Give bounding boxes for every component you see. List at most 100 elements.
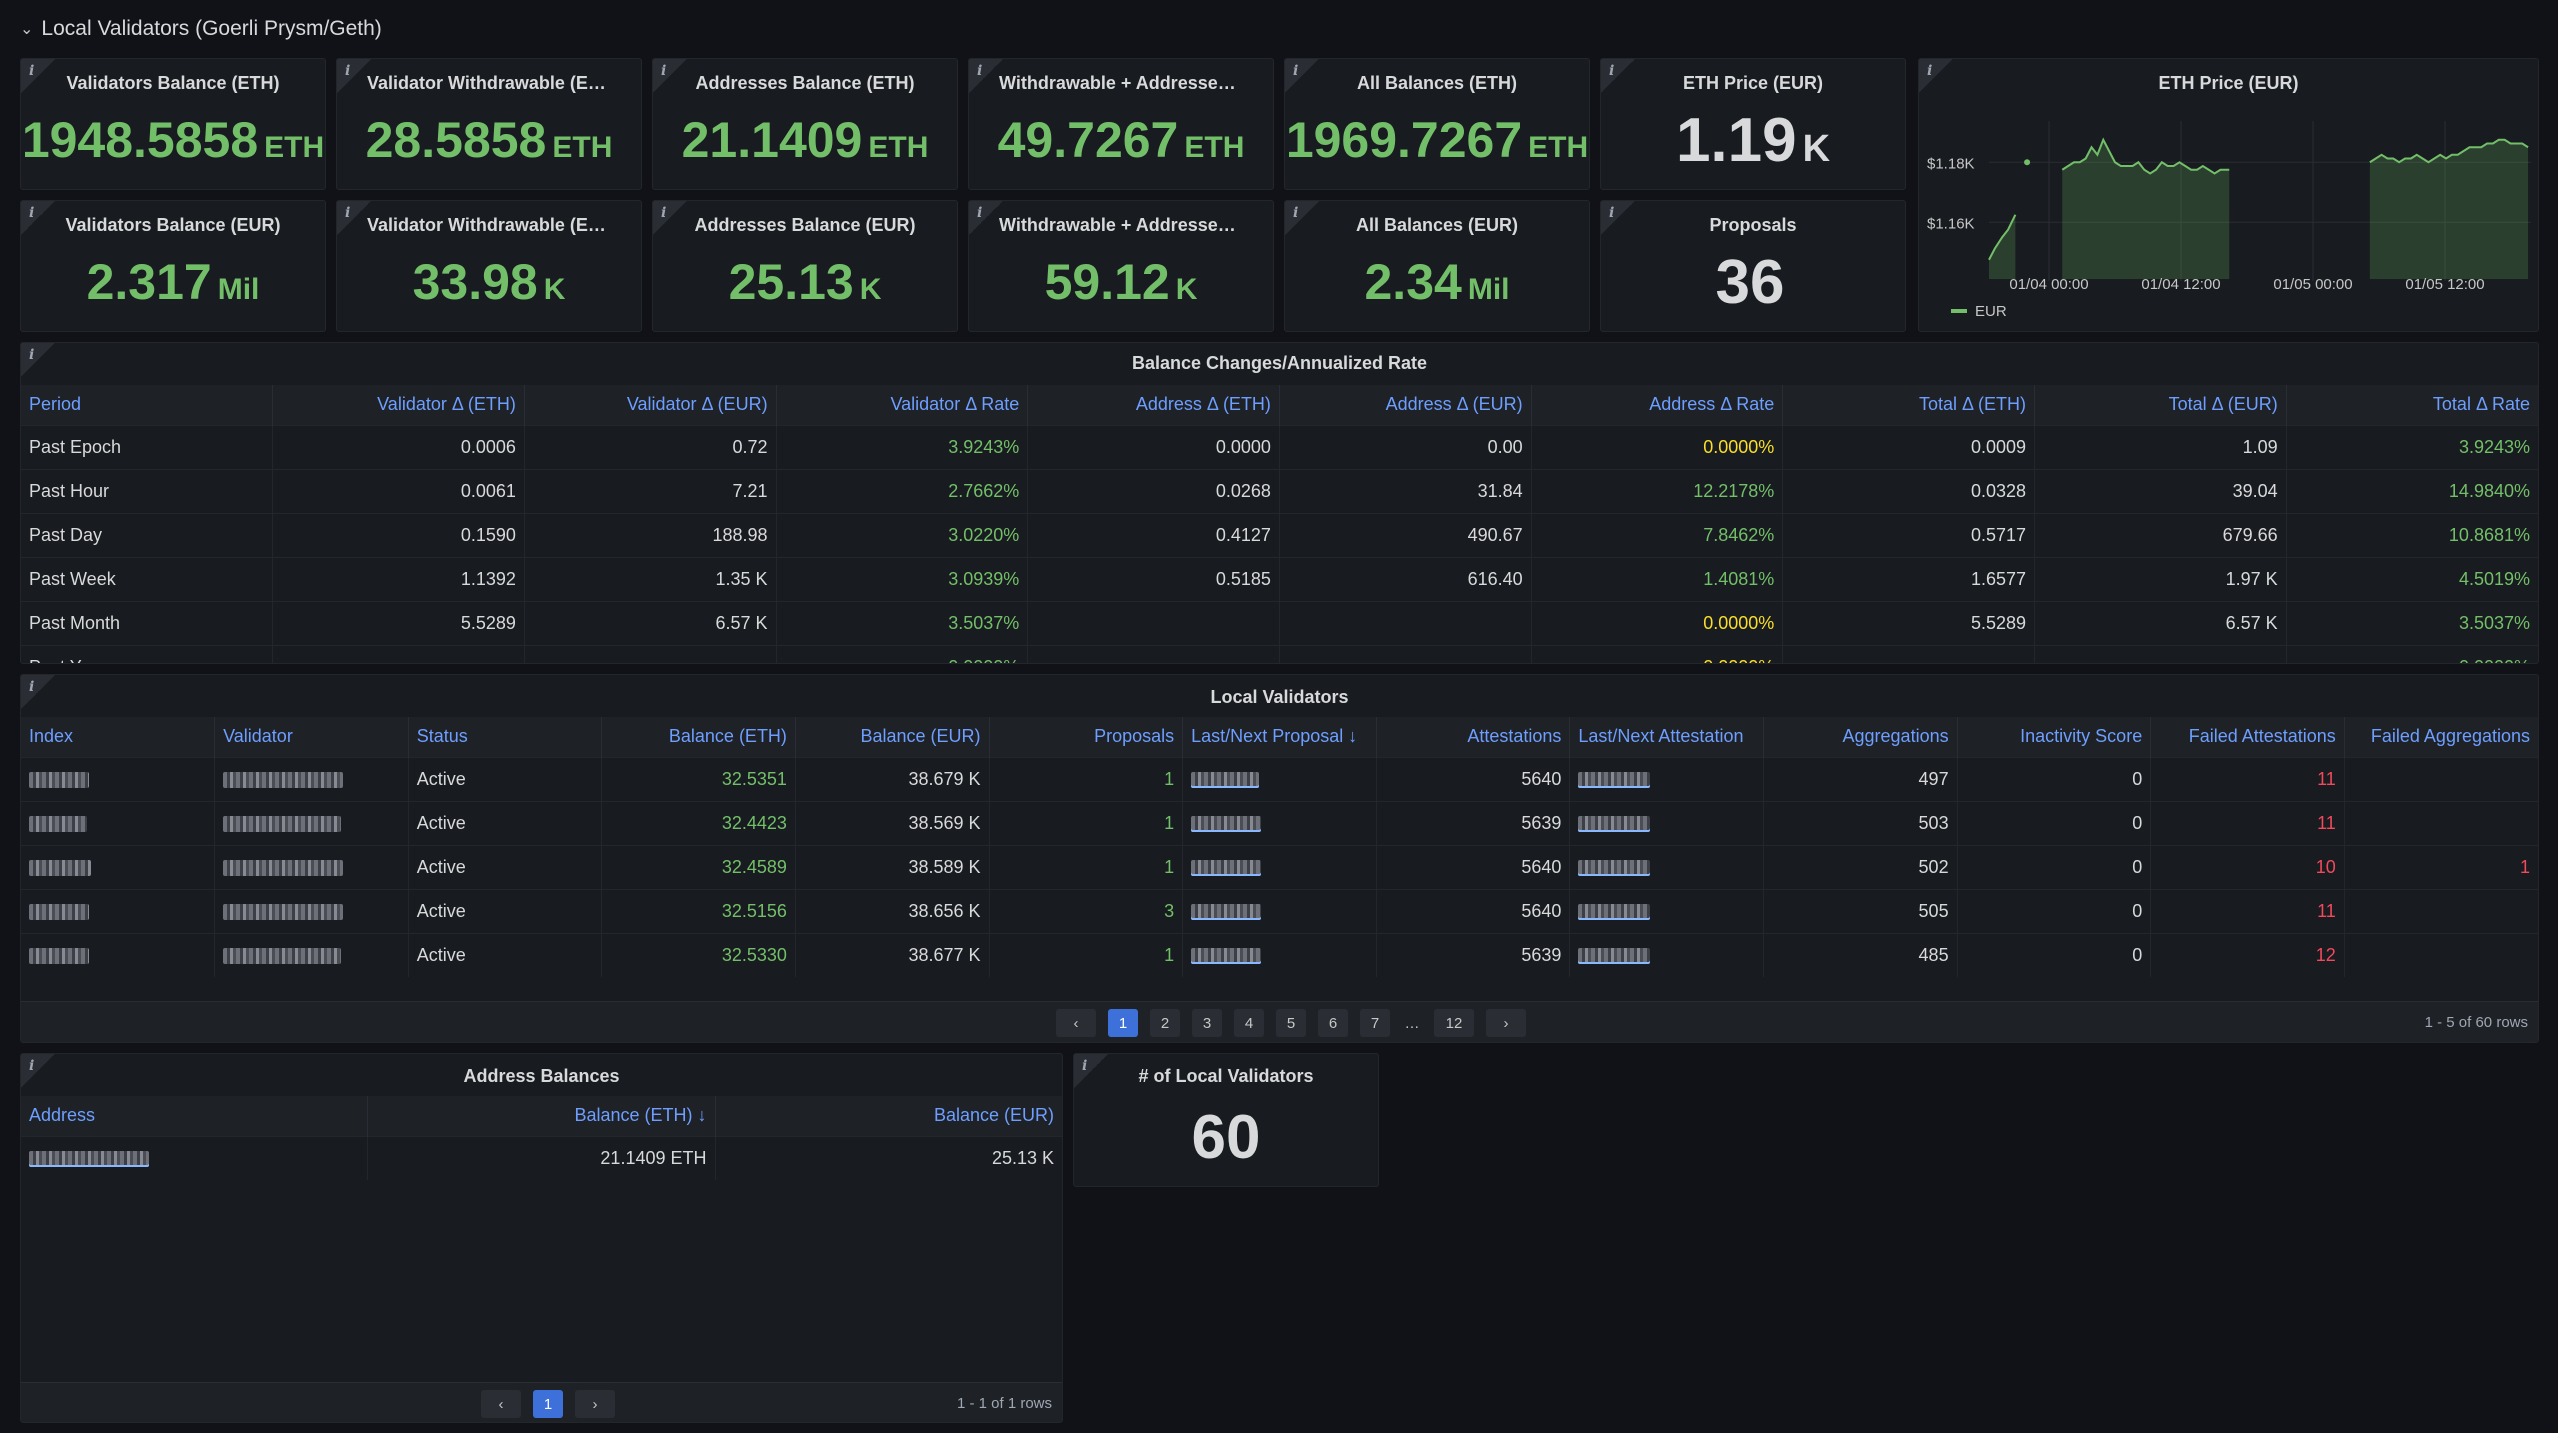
validator-index[interactable] — [21, 800, 216, 845]
page-button[interactable]: 2 — [1150, 1009, 1180, 1037]
column-header[interactable]: Balance (EUR) — [795, 717, 990, 757]
info-icon[interactable]: i — [337, 59, 371, 93]
column-header[interactable]: Last/Next Attestation — [1569, 717, 1764, 757]
info-icon[interactable]: i — [337, 201, 371, 235]
series-area — [2369, 139, 2529, 279]
info-icon[interactable]: i — [653, 201, 687, 235]
info-icon[interactable]: i — [1285, 201, 1319, 235]
next-page-button[interactable]: › — [575, 1390, 615, 1418]
page-button[interactable]: 1 — [1108, 1009, 1138, 1037]
table-cell: 2.7662% — [776, 468, 1029, 513]
last-next-proposal-cell[interactable] — [1182, 932, 1377, 977]
column-header[interactable]: Address Δ (EUR) — [1279, 385, 1532, 425]
info-icon[interactable]: i — [1601, 59, 1635, 93]
last-next-attestation-cell[interactable] — [1569, 932, 1764, 977]
aggregations-cell: 505 — [1763, 888, 1958, 933]
validator-index[interactable] — [21, 844, 216, 889]
series-point — [2024, 159, 2031, 166]
info-icon[interactable]: i — [653, 59, 687, 93]
stat-unit: K — [1802, 128, 1831, 170]
validator-index[interactable] — [21, 888, 216, 933]
page-button[interactable]: 4 — [1234, 1009, 1264, 1037]
column-header[interactable]: Last/Next Proposal ↓ — [1182, 717, 1377, 757]
column-header[interactable]: Period — [21, 385, 274, 425]
last-next-proposal-cell[interactable] — [1182, 844, 1377, 889]
page-button[interactable]: 7 — [1360, 1009, 1390, 1037]
info-icon[interactable]: i — [1074, 1054, 1108, 1088]
column-header[interactable]: Validator Δ (ETH) — [272, 385, 525, 425]
column-header[interactable]: Balance (ETH) ↓ — [367, 1096, 716, 1136]
table-cell: 0.0000 — [1027, 424, 1280, 469]
column-header[interactable]: Total Δ (ETH) — [1782, 385, 2035, 425]
info-icon[interactable]: i — [21, 675, 55, 709]
info-icon[interactable]: i — [21, 59, 55, 93]
page-button[interactable]: 6 — [1318, 1009, 1348, 1037]
failed-aggregations-cell — [2344, 932, 2538, 977]
validator-pubkey[interactable] — [214, 756, 409, 801]
page-button[interactable]: 12 — [1434, 1009, 1474, 1037]
address-cell[interactable] — [21, 1135, 368, 1180]
column-header[interactable]: Address Δ (ETH) — [1027, 385, 1280, 425]
info-icon[interactable]: i — [1285, 59, 1319, 93]
column-header[interactable]: Failed Attestations — [2150, 717, 2345, 757]
balance-eth-cell: 21.1409 ETH — [367, 1135, 716, 1180]
last-next-attestation-cell[interactable] — [1569, 756, 1764, 801]
info-icon[interactable]: i — [21, 1054, 55, 1088]
info-icon[interactable]: i — [21, 201, 55, 235]
info-icon[interactable]: i — [1919, 59, 1953, 93]
column-header[interactable]: Validator — [214, 717, 409, 757]
column-header[interactable]: Total Δ Rate — [2286, 385, 2538, 425]
balance-eur-cell: 38.677 K — [795, 932, 990, 977]
failed-aggregations-cell — [2344, 888, 2538, 933]
attestations-cell: 5640 — [1376, 844, 1571, 889]
last-next-attestation-cell[interactable] — [1569, 844, 1764, 889]
column-header[interactable]: Proposals — [989, 717, 1184, 757]
validator-pubkey[interactable] — [214, 888, 409, 933]
info-icon[interactable]: i — [969, 201, 1003, 235]
page-button[interactable]: 5 — [1276, 1009, 1306, 1037]
table-cell: 7.8462% — [1531, 512, 1784, 557]
column-header[interactable]: Index — [21, 717, 216, 757]
column-header[interactable]: Address Δ Rate — [1531, 385, 1784, 425]
column-header[interactable]: Address — [21, 1096, 368, 1136]
table-cell: 0.72 — [524, 424, 777, 469]
stat-unit: Mil — [1467, 273, 1510, 306]
page-button[interactable]: 1 — [533, 1390, 563, 1418]
prev-page-button[interactable]: ‹ — [1056, 1009, 1096, 1037]
column-header[interactable]: Aggregations — [1763, 717, 1958, 757]
prev-page-button[interactable]: ‹ — [481, 1390, 521, 1418]
validator-pubkey[interactable] — [214, 800, 409, 845]
last-next-attestation-cell[interactable] — [1569, 800, 1764, 845]
validator-pubkey[interactable] — [214, 932, 409, 977]
info-icon[interactable]: i — [969, 59, 1003, 93]
column-header[interactable]: Inactivity Score — [1957, 717, 2152, 757]
info-icon[interactable]: i — [1601, 201, 1635, 235]
last-next-attestation-cell[interactable] — [1569, 888, 1764, 933]
column-header[interactable]: Failed Aggregations — [2344, 717, 2538, 757]
column-header[interactable]: Total Δ (EUR) — [2034, 385, 2287, 425]
failed-attestations-cell: 12 — [2150, 932, 2345, 977]
stat-value: 36 — [1601, 247, 1905, 318]
attestations-cell: 5639 — [1376, 800, 1571, 845]
info-icon[interactable]: i — [21, 343, 55, 377]
column-header[interactable]: Validator Δ Rate — [776, 385, 1029, 425]
failed-aggregations-cell: 1 — [2344, 844, 2538, 889]
column-header[interactable]: Attestations — [1376, 717, 1571, 757]
validator-index[interactable] — [21, 932, 216, 977]
stat-value: 1.19 K — [1601, 105, 1905, 176]
attestations-cell: 5640 — [1376, 888, 1571, 933]
column-header[interactable]: Balance (ETH) — [601, 717, 796, 757]
withdrawable-addresses-eur-stat-panel: i Withdrawable + Addresses (EU... 59.12 K — [968, 200, 1274, 332]
row-header[interactable]: ⌄ Local Validators (Goerli Prysm/Geth) — [20, 14, 382, 44]
column-header[interactable]: Status — [408, 717, 603, 757]
last-next-proposal-cell[interactable] — [1182, 888, 1377, 933]
page-button[interactable]: 3 — [1192, 1009, 1222, 1037]
table-cell: 616.40 — [1279, 556, 1532, 601]
validator-pubkey[interactable] — [214, 844, 409, 889]
validator-index[interactable] — [21, 756, 216, 801]
column-header[interactable]: Balance (EUR) — [715, 1096, 1062, 1136]
next-page-button[interactable]: › — [1486, 1009, 1526, 1037]
last-next-proposal-cell[interactable] — [1182, 800, 1377, 845]
column-header[interactable]: Validator Δ (EUR) — [524, 385, 777, 425]
last-next-proposal-cell[interactable] — [1182, 756, 1377, 801]
